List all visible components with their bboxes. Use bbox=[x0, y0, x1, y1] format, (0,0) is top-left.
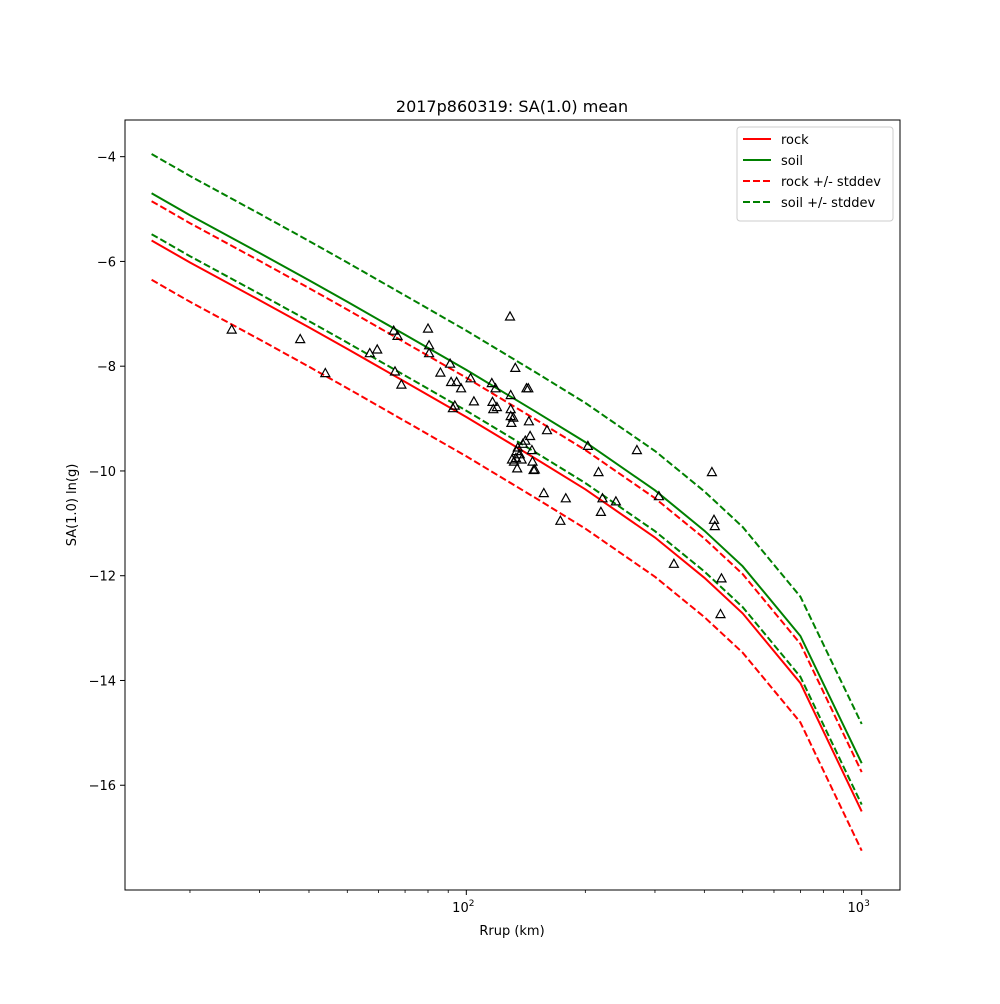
observation-point bbox=[529, 463, 541, 474]
x-axis-label: Rrup (km) bbox=[479, 924, 544, 939]
observation-point bbox=[486, 377, 498, 388]
y-tick-label: −10 bbox=[89, 465, 116, 480]
legend-label: rock +/- stddev bbox=[781, 175, 881, 190]
observation-point bbox=[526, 444, 538, 455]
observation-point bbox=[610, 495, 622, 506]
observation-point bbox=[389, 365, 401, 376]
series-line-1 bbox=[151, 192, 863, 764]
observation-point bbox=[423, 347, 435, 358]
observation-point bbox=[455, 382, 467, 393]
series-line-3 bbox=[151, 200, 863, 773]
observation-point bbox=[714, 608, 727, 619]
y-tick-label: −8 bbox=[97, 360, 116, 375]
observation-point bbox=[449, 399, 461, 410]
series-line-5 bbox=[151, 153, 863, 725]
observation-point bbox=[592, 466, 605, 477]
observation-point bbox=[522, 382, 534, 393]
observation-point bbox=[516, 453, 528, 464]
chart-title: 2017p860319: SA(1.0) mean bbox=[396, 97, 628, 116]
observation-point bbox=[709, 520, 721, 531]
observation-point bbox=[226, 323, 238, 334]
observation-point bbox=[319, 367, 331, 378]
observation-point bbox=[511, 462, 523, 473]
observation-point bbox=[519, 434, 531, 445]
observation-point bbox=[506, 453, 518, 464]
y-axis-label: SA(1.0) ln(g) bbox=[65, 464, 80, 547]
observation-point bbox=[451, 376, 463, 387]
observation-point bbox=[491, 401, 503, 412]
observation-point bbox=[505, 417, 517, 427]
observation-point bbox=[524, 430, 536, 441]
legend-label: soil +/- stddev bbox=[781, 196, 876, 211]
observation-point bbox=[706, 466, 718, 477]
series-line-2 bbox=[151, 278, 863, 852]
observation-point bbox=[554, 514, 566, 525]
observation-point bbox=[541, 424, 553, 435]
observation-point bbox=[364, 347, 376, 358]
axis-ticks: −16 −14 −12 −10 −8 −6 −4 102 103 bbox=[89, 151, 870, 916]
axes-frame bbox=[124, 119, 901, 891]
observation-point bbox=[294, 333, 306, 344]
y-tick-label: −12 bbox=[89, 570, 116, 585]
y-tick-label: −4 bbox=[97, 151, 116, 166]
observation-point bbox=[422, 322, 434, 333]
observation-point bbox=[388, 324, 400, 335]
observation-point bbox=[504, 310, 516, 321]
observation-point bbox=[465, 372, 477, 383]
observation-point bbox=[371, 343, 383, 354]
observation-point bbox=[507, 411, 519, 422]
observation-point bbox=[487, 403, 499, 414]
observation-point bbox=[560, 492, 572, 503]
y-tick-label: −16 bbox=[89, 779, 116, 794]
legend: rock soil rock +/- stddev soil +/- stddev bbox=[736, 126, 894, 222]
observation-point bbox=[595, 506, 607, 517]
legend-label: rock bbox=[781, 133, 809, 148]
observation-point bbox=[445, 376, 457, 387]
series-line-0 bbox=[151, 239, 863, 812]
observation-point bbox=[526, 455, 539, 466]
observation-point bbox=[582, 440, 594, 450]
observation-point bbox=[631, 444, 643, 455]
observation-point bbox=[434, 366, 446, 377]
observation-point bbox=[505, 389, 517, 400]
y-tick-label: −6 bbox=[97, 255, 116, 270]
legend-box bbox=[736, 126, 894, 222]
observation-point bbox=[523, 415, 535, 426]
observation-point bbox=[489, 382, 502, 393]
observation-point bbox=[538, 487, 550, 498]
observation-point bbox=[596, 492, 609, 503]
plot-area bbox=[151, 153, 863, 852]
observation-point bbox=[395, 378, 407, 389]
x-tick-label: 103 bbox=[848, 899, 870, 916]
x-tick-label: 102 bbox=[452, 899, 474, 916]
observation-point bbox=[653, 490, 665, 501]
observation-point bbox=[423, 339, 435, 350]
observation-point bbox=[391, 330, 404, 340]
y-tick-label: −14 bbox=[89, 674, 116, 689]
observation-point bbox=[444, 357, 456, 368]
observation-point bbox=[715, 572, 728, 583]
observation-point bbox=[468, 395, 480, 406]
observation-point bbox=[509, 362, 521, 372]
observation-point bbox=[668, 557, 680, 568]
legend-label: soil bbox=[781, 154, 803, 169]
series-line-4 bbox=[151, 233, 863, 806]
